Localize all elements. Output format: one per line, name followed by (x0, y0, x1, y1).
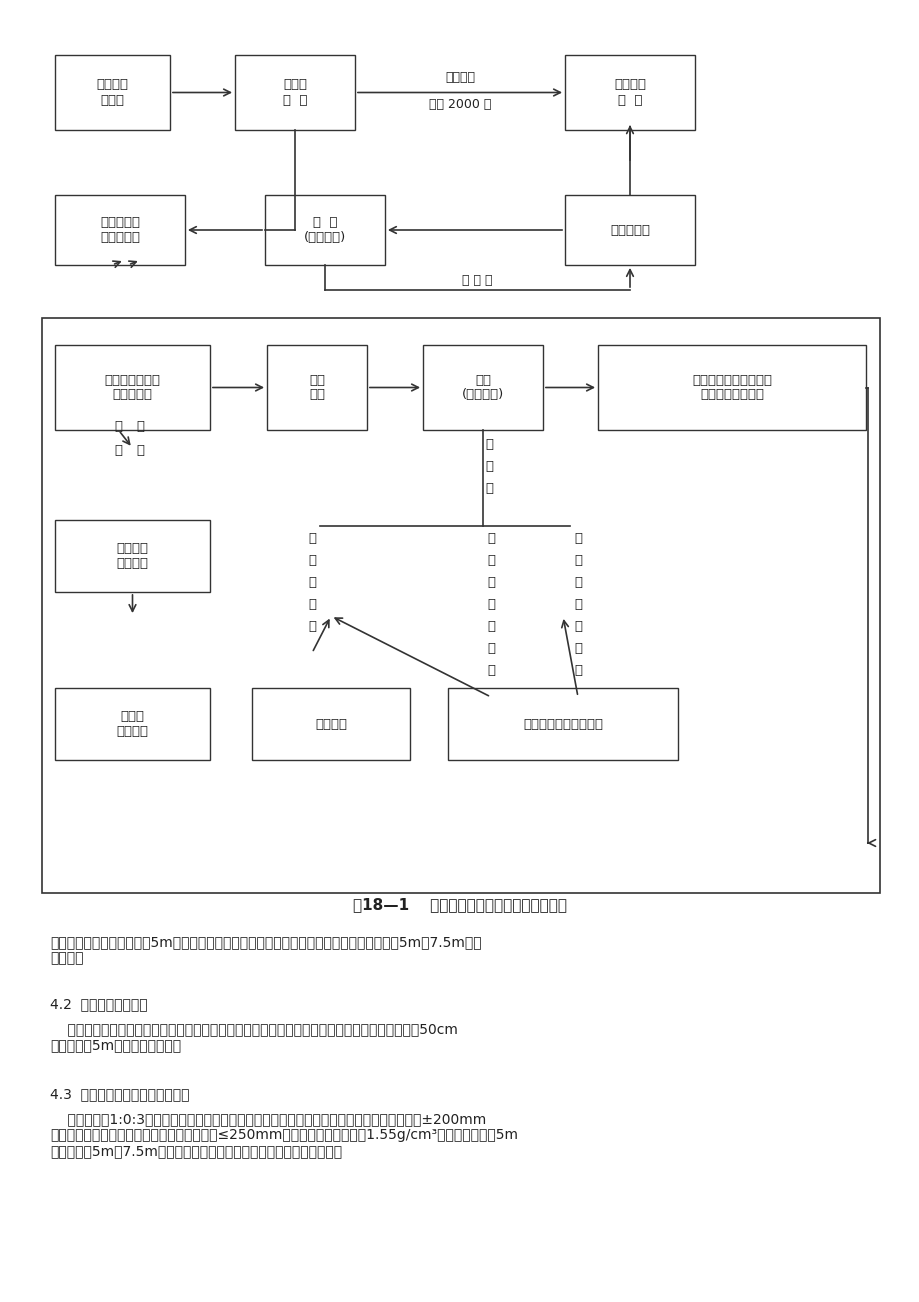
Text: 法: 法 (573, 553, 582, 566)
Text: 总工程师
批  准: 总工程师 批 准 (613, 78, 645, 107)
Text: 修: 修 (308, 553, 315, 566)
Text: 不: 不 (136, 421, 144, 434)
Text: 使用单位
申请封存: 使用单位 申请封存 (117, 542, 148, 570)
Text: 精: 精 (486, 642, 494, 655)
Text: 无: 无 (573, 531, 582, 544)
Text: 边坡除北侧1:0:3放坡，其他面采用护坡桩，挖土时测量人员紧随，控制标商及边坡尺寸。余±200mm
为人工清运，土方回填严格控制每步虚铺厚度≤250mm，其最小: 边坡除北侧1:0:3放坡，其他面采用护坡桩，挖土时测量人员紧随，控制标商及边坡尺… (50, 1112, 517, 1159)
Bar (42, 318, 879, 893)
Bar (423, 345, 542, 430)
Text: 度: 度 (573, 664, 582, 677)
Text: 填写购置
审批表: 填写购置 审批表 (96, 78, 129, 107)
Bar (564, 195, 694, 266)
Text: 精: 精 (573, 642, 582, 655)
Bar (55, 345, 210, 430)
Text: 复: 复 (308, 575, 315, 589)
Text: 4.2  降水工程计盘器具: 4.2 降水工程计盘器具 (50, 997, 147, 1010)
Text: 度: 度 (486, 664, 494, 677)
Text: 合: 合 (484, 461, 493, 474)
Text: 图18—1    计量设备购置、检脸、使用流程圈: 图18—1 计量设备购置、检脸、使用流程圈 (353, 897, 566, 913)
Text: 4.3  土方开挖及回填工程计量器具: 4.3 土方开挖及回填工程计量器具 (50, 1087, 189, 1101)
Text: 证: 证 (573, 598, 582, 611)
Text: 标识粘贴、使用
维护、保养: 标识粘贴、使用 维护、保养 (105, 374, 160, 401)
Text: 校  准
(检定机构): 校 准 (检定机构) (303, 216, 346, 243)
Bar (448, 687, 677, 760)
Bar (55, 195, 185, 266)
Text: 值: 值 (308, 620, 315, 633)
Text: 证件存档、修改记录、
安排周期、发标识: 证件存档、修改记录、 安排周期、发标识 (691, 374, 771, 401)
Bar (55, 519, 210, 592)
Text: 技术部
审  批: 技术部 审 批 (282, 78, 307, 107)
Text: 保: 保 (486, 575, 494, 589)
Text: 保: 保 (573, 575, 582, 589)
Text: 办理报废、抽卡、消号: 办理报废、抽卡、消号 (522, 717, 602, 730)
Text: 购买，退货: 购买，退货 (609, 224, 650, 237)
Text: 超过 2000 元: 超过 2000 元 (428, 98, 491, 111)
Text: 无: 无 (486, 531, 494, 544)
Bar (252, 687, 410, 760)
Text: 用: 用 (136, 444, 144, 457)
Text: 垂吊钢尺法引测标高，以及5m水准标尺进行测量，各墙外形截面尺寸，楼板顶板厚尺寸需用5m或7.5m钢卷
尺测量。: 垂吊钢尺法引测标高，以及5m水准标尺进行测量，各墙外形截面尺寸，楼板顶板厚尺寸需… (50, 935, 482, 965)
Text: 技术部
批准封存: 技术部 批准封存 (117, 710, 148, 738)
Text: 降级使用: 降级使用 (314, 717, 346, 730)
Text: 格: 格 (484, 483, 493, 496)
Bar (597, 345, 865, 430)
Bar (55, 55, 170, 130)
Text: 周检
通知: 周检 通知 (309, 374, 324, 401)
Text: 长: 长 (114, 421, 122, 434)
Text: 证: 证 (486, 598, 494, 611)
Bar (564, 55, 694, 130)
Text: 无: 无 (308, 531, 315, 544)
Text: 证件存档，
建账发标识: 证件存档， 建账发标识 (100, 216, 140, 243)
Text: 单件设备: 单件设备 (445, 72, 474, 85)
Text: 由降水分包方实施，降水采用基坑周外设自渗砂井，向外抽水以达到降水目的，使水位降至基底50cm
以下，采用5m钢卷尺进行侧量。: 由降水分包方实施，降水采用基坑周外设自渗砂井，向外抽水以达到降水目的，使水位降至… (50, 1022, 458, 1052)
Text: 不 合 格: 不 合 格 (461, 273, 493, 286)
Text: 不: 不 (484, 439, 493, 452)
Bar (265, 195, 384, 266)
Text: 价: 价 (308, 598, 315, 611)
Text: 法: 法 (486, 553, 494, 566)
Bar (234, 55, 355, 130)
Text: 期: 期 (114, 444, 122, 457)
Text: 其: 其 (486, 620, 494, 633)
Text: 校准
(检定机构): 校准 (检定机构) (461, 374, 504, 401)
Text: 其: 其 (573, 620, 582, 633)
Bar (267, 345, 367, 430)
Bar (55, 687, 210, 760)
